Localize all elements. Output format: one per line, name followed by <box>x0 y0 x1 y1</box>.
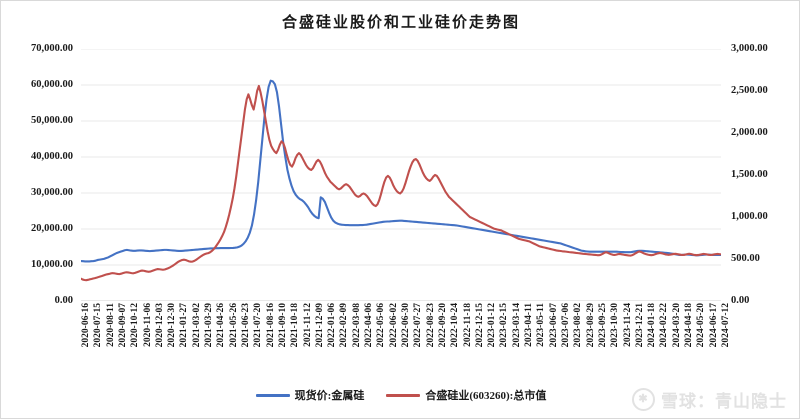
x-tick: 2022-05-06 <box>376 303 387 348</box>
x-tick: 2022-06-30 <box>401 303 411 348</box>
y-tick-left: 60,000.00 <box>31 79 73 90</box>
x-axis: 2020-06-16 2020-07-15 2020-08-11 2020-09-07… <box>81 303 731 377</box>
x-tick: 2023-03-14 <box>511 303 522 348</box>
x-tick: 2024-07-12 <box>721 303 731 348</box>
x-tick: 2021-03-02 <box>191 303 202 348</box>
x-tick: 2022-08-23 <box>425 303 436 348</box>
y-tick-left: 20,000.00 <box>31 223 73 234</box>
y-tick-right: 3,000.00 <box>731 43 768 54</box>
y-tick-right: 2,000.00 <box>731 127 768 138</box>
x-tick: 2022-11-18 <box>462 303 473 347</box>
chart-legend: 现货价:金属硅 合盛硅业(603260):总市值 <box>1 387 799 403</box>
watermark: ✱ 雪球：青山隐士 <box>632 387 787 412</box>
snowball-logo-icon: ✱ <box>632 388 655 411</box>
x-tick: 2022-01-06 <box>327 303 338 348</box>
x-tick: 2020-12-03 <box>154 303 165 348</box>
x-tick: 2020-10-12 <box>130 303 141 348</box>
y-tick-right: 1,000.00 <box>731 211 768 222</box>
series-line-2 <box>81 84 721 282</box>
x-tick: 2024-01-18 <box>647 303 658 348</box>
x-tick: 2020-12-30 <box>167 303 178 348</box>
x-tick: 2022-02-09 <box>339 303 350 348</box>
y-tick-right: 2,500.00 <box>731 85 768 96</box>
y-tick-right: 0.00 <box>731 295 750 306</box>
x-tick: 2023-06-07 <box>548 303 559 348</box>
x-tick: 2022-12-15 <box>474 303 485 348</box>
legend-label: 合盛硅业(603260):总市值 <box>425 390 547 402</box>
legend-swatch-icon <box>255 393 290 397</box>
legend-item[interactable]: 现货价:金属硅 <box>255 387 365 403</box>
x-tick: 2024-05-20 <box>696 303 707 348</box>
x-tick: 2024-02-22 <box>659 303 670 348</box>
x-tick: 2020-07-15 <box>93 303 104 348</box>
x-tick: 2022-03-08 <box>351 303 362 348</box>
y-tick-right: 500.00 <box>731 253 760 264</box>
watermark-text: 雪球：青山隐士 <box>661 392 787 411</box>
x-tick: 2021-04-26 <box>216 303 227 348</box>
x-tick: 2020-06-16 <box>81 303 91 348</box>
x-tick: 2022-10-24 <box>450 303 461 348</box>
x-tick: 2024-03-20 <box>671 303 682 348</box>
x-tick: 2023-08-02 <box>573 303 584 348</box>
series-lines <box>81 79 721 282</box>
chart-title: 合盛硅业股价和工业硅价走势图 <box>281 15 520 31</box>
x-tick: 2021-05-26 <box>228 303 239 348</box>
x-tick: 2023-05-11 <box>536 303 547 347</box>
x-tick: 2023-02-15 <box>499 303 510 348</box>
y-tick-left: 10,000.00 <box>31 259 73 270</box>
legend-label: 现货价:金属硅 <box>294 390 365 402</box>
x-tick: 2023-09-25 <box>597 303 608 348</box>
x-tick: 2021-11-12 <box>302 303 313 347</box>
x-tick: 2022-09-20 <box>437 303 448 348</box>
x-tick: 2021-10-18 <box>290 303 301 348</box>
x-tick: 2023-11-24 <box>622 303 633 347</box>
x-tick: 2021-01-27 <box>179 303 190 348</box>
x-tick: 2023-01-12 <box>487 303 498 348</box>
x-tick: 2021-03-29 <box>204 303 215 348</box>
legend-swatch-icon <box>386 393 421 397</box>
series-line-1 <box>81 79 721 263</box>
y-tick-left: 70,000.00 <box>31 43 73 54</box>
y-tick-left: 40,000.00 <box>31 151 73 162</box>
y-axis-right: 0.00 500.00 1,000.00 1,500.00 2,000.00 2,500.… <box>725 43 799 306</box>
y-tick-left: 50,000.00 <box>31 115 73 126</box>
x-tick: 2023-12-21 <box>634 303 645 348</box>
x-tick: 2020-09-07 <box>117 303 128 348</box>
x-tick: 2021-08-16 <box>265 303 276 348</box>
x-tick: 2023-04-11 <box>524 303 535 347</box>
x-tick: 2023-10-30 <box>610 303 621 348</box>
y-tick-left: 30,000.00 <box>31 187 73 198</box>
x-tick: 2020-11-06 <box>142 303 153 347</box>
x-tick: 2021-12-09 <box>314 303 325 348</box>
plot-area <box>81 49 721 301</box>
y-tick-right: 1,500.00 <box>731 169 768 180</box>
x-tick: 2024-04-18 <box>684 303 695 348</box>
x-tick: 2022-04-06 <box>364 303 375 348</box>
y-axis-left: 0.00 10,000.00 20,000.00 30,000.00 40,000.00… <box>1 43 77 306</box>
y-tick-left: 0.00 <box>54 295 73 306</box>
x-tick: 2021-06-23 <box>241 303 251 348</box>
x-tick: 2024-06-17 <box>708 303 719 348</box>
x-tick: 2023-07-06 <box>561 303 571 348</box>
legend-item[interactable]: 合盛硅业(603260):总市值 <box>386 387 546 403</box>
x-tick: 2021-09-10 <box>277 303 288 348</box>
x-tick: 2020-08-11 <box>105 303 116 347</box>
x-tick: 2021-07-20 <box>253 303 264 348</box>
x-tick: 2022-07-27 <box>413 303 424 348</box>
x-tick: 2023-08-29 <box>585 303 596 348</box>
x-tick: 2022-06-02 <box>388 303 399 348</box>
